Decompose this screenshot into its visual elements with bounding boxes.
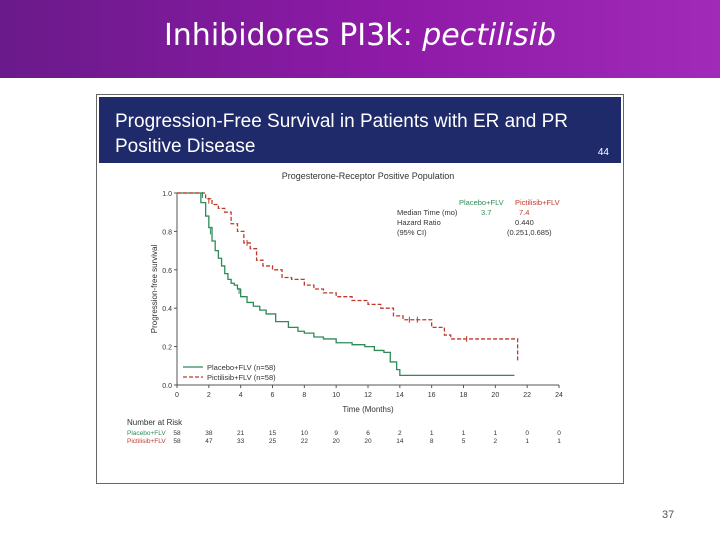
- annotation-ci-label: (95% CI): [397, 228, 427, 237]
- at-risk-value: 1: [430, 430, 434, 437]
- legend-label: Pictilisib+FLV (n=58): [207, 373, 276, 382]
- at-risk-value: 38: [205, 430, 213, 437]
- at-risk-value: 1: [557, 438, 561, 445]
- at-risk-value: 58: [173, 438, 181, 445]
- at-risk-label: Number at Risk: [127, 418, 183, 427]
- at-risk-value: 47: [205, 438, 213, 445]
- at-risk-value: 14: [396, 438, 404, 445]
- y-tick-label: 0.8: [162, 229, 172, 236]
- x-tick-label: 16: [428, 392, 436, 399]
- at-risk-row-name: Placebo+FLV: [127, 430, 166, 437]
- at-risk-value: 2: [398, 430, 402, 437]
- annotation-hr-label: Hazard Ratio: [397, 218, 441, 227]
- at-risk-value: 33: [237, 438, 245, 445]
- x-tick-label: 4: [239, 392, 243, 399]
- x-tick-label: 22: [523, 392, 531, 399]
- y-axis-label: Progression-free survival: [150, 245, 159, 334]
- at-risk-value: 8: [430, 438, 434, 445]
- annotation-header-pictilisib: Pictilisib+FLV: [515, 198, 560, 207]
- at-risk-value: 10: [301, 430, 309, 437]
- annotation-median-label: Median Time (mo): [397, 208, 458, 217]
- x-tick-label: 8: [302, 392, 306, 399]
- at-risk-value: 5: [462, 438, 466, 445]
- figure-number: 44: [597, 147, 609, 158]
- at-risk-value: 9: [334, 430, 338, 437]
- figure-header: Progression-Free Survival in Patients wi…: [99, 97, 621, 163]
- annotation-ci-value: (0.251,0.685): [507, 228, 552, 237]
- at-risk-value: 0: [557, 430, 561, 437]
- x-tick-label: 14: [396, 392, 404, 399]
- at-risk-value: 22: [301, 438, 309, 445]
- y-tick-label: 0.6: [162, 268, 172, 275]
- at-risk-value: 15: [269, 430, 277, 437]
- at-risk-value: 58: [173, 430, 181, 437]
- km-plot: Progesterone-Receptor Positive Populatio…: [127, 171, 563, 445]
- figure-title: Progression-Free Survival in Patients wi…: [115, 111, 569, 157]
- at-risk-value: 0: [525, 430, 529, 437]
- slide-title-main: Inhibidores PI3k:: [163, 18, 423, 53]
- at-risk-value: 1: [494, 430, 498, 437]
- x-tick-label: 10: [332, 392, 340, 399]
- x-tick-label: 18: [460, 392, 468, 399]
- at-risk-value: 1: [525, 438, 529, 445]
- slide-title-drug: pectilisib: [422, 18, 557, 53]
- slide-header: Inhibidores PI3k: pectilisib: [0, 0, 720, 78]
- annotation-median-pictilisib: 7.4: [519, 208, 529, 217]
- series-line-placebo: [177, 192, 515, 377]
- annotation-hr-value: 0.440: [515, 218, 534, 227]
- km-figure: Progression-Free Survival in Patients wi…: [96, 94, 624, 484]
- at-risk-value: 2: [494, 438, 498, 445]
- y-tick-label: 0.2: [162, 345, 172, 352]
- x-axis-label: Time (Months): [342, 405, 394, 414]
- annotation-median-placebo: 3.7: [481, 208, 491, 217]
- annotation-header-placebo: Placebo+FLV: [459, 198, 504, 207]
- slide-title: Inhibidores PI3k: pectilisib: [0, 18, 720, 53]
- y-tick-label: 0.4: [162, 306, 172, 313]
- series-line-pictilisib: [177, 192, 519, 362]
- x-tick-label: 6: [271, 392, 275, 399]
- at-risk-value: 1: [462, 430, 466, 437]
- chart-title: Progesterone-Receptor Positive Populatio…: [282, 171, 455, 181]
- x-tick-label: 20: [491, 392, 499, 399]
- x-tick-label: 12: [364, 392, 372, 399]
- x-tick-label: 2: [207, 392, 211, 399]
- at-risk-value: 25: [269, 438, 277, 445]
- x-tick-label: 24: [555, 392, 563, 399]
- at-risk-value: 20: [333, 438, 341, 445]
- legend-label: Placebo+FLV (n=58): [207, 363, 276, 372]
- at-risk-value: 6: [366, 430, 370, 437]
- at-risk-row-name: Pictilisib+FLV: [127, 438, 166, 445]
- y-tick-label: 1.0: [162, 191, 172, 198]
- at-risk-value: 20: [364, 438, 372, 445]
- page-number: 37: [662, 509, 675, 521]
- x-tick-label: 0: [175, 392, 179, 399]
- at-risk-value: 21: [237, 430, 245, 437]
- y-tick-label: 0.0: [162, 383, 172, 390]
